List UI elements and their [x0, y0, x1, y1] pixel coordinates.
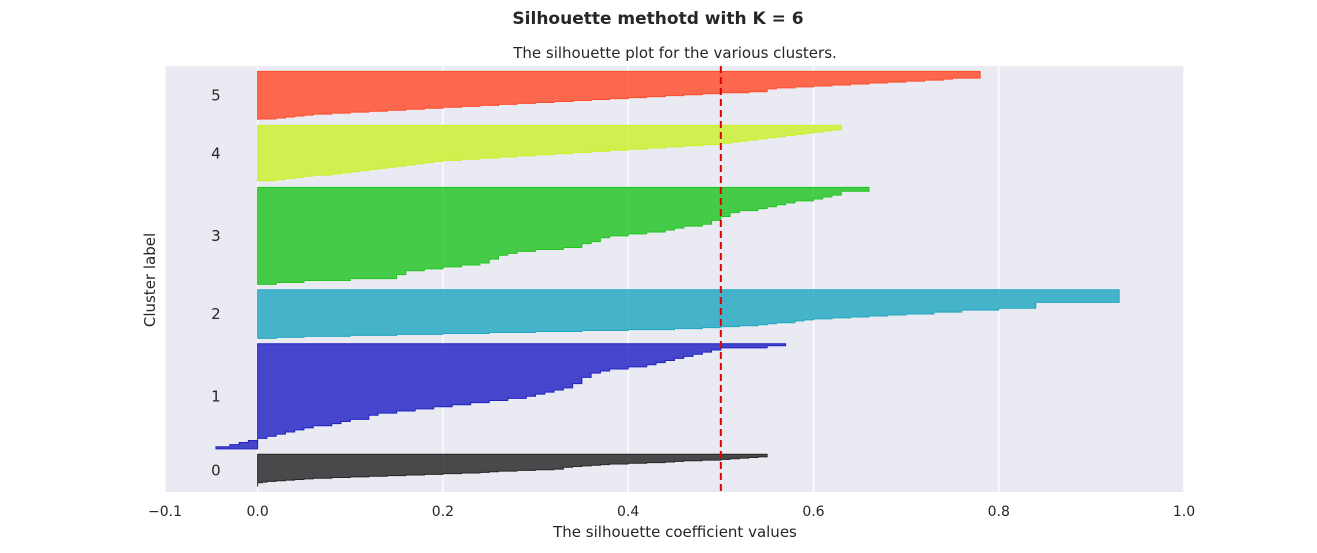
cluster-4-silhouette: [257, 124, 842, 182]
x-tick-label: 0.0: [247, 504, 269, 520]
plot-title: The silhouette plot for the various clus…: [512, 44, 837, 62]
x-tick-label: 0.4: [617, 504, 639, 520]
x-tick-labels: −0.1 0.0 0.2 0.4 0.6 0.8 1.0: [148, 504, 1195, 520]
cluster-5-silhouette: [257, 70, 981, 120]
cluster-silhouettes: [215, 70, 1120, 487]
cluster-label-5: 5: [211, 87, 221, 105]
cluster-label-0: 0: [211, 461, 221, 479]
y-axis-label: Cluster label: [141, 233, 159, 327]
cluster-0-silhouette: [257, 453, 768, 487]
cluster-label-4: 4: [211, 145, 221, 163]
x-axis-label: The silhouette coefficient values: [552, 523, 797, 541]
x-tick-label: 0.6: [802, 504, 824, 520]
x-tick-label: 0.8: [988, 504, 1010, 520]
cluster-2-silhouette: [257, 289, 1120, 339]
x-tick-label: 1.0: [1173, 504, 1195, 520]
x-tick-label: 0.2: [432, 504, 454, 520]
cluster-1-silhouette: [215, 343, 787, 450]
x-tick-label: −0.1: [148, 504, 182, 520]
cluster-label-3: 3: [211, 227, 221, 245]
cluster-label-1: 1: [211, 387, 221, 405]
cluster-3-silhouette: [257, 186, 870, 285]
cluster-label-2: 2: [211, 305, 221, 323]
cluster-labels: 0 1 2 3 4 5: [211, 87, 221, 480]
figure-suptitle: Silhouette methotd with K = 6: [512, 9, 803, 29]
